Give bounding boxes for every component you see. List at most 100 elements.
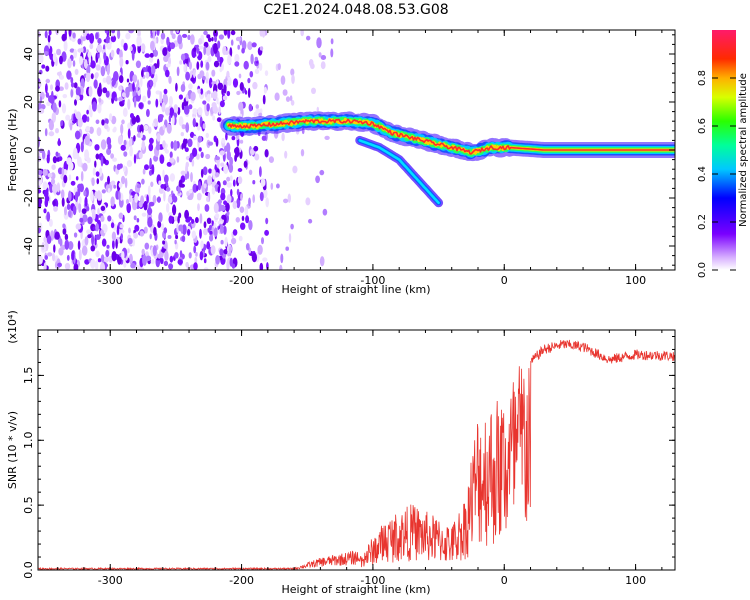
noise-blob xyxy=(127,248,130,254)
noise-blob xyxy=(226,176,231,182)
noise-blob xyxy=(221,88,224,96)
noise-blob xyxy=(133,154,137,164)
noise-blob xyxy=(75,86,81,97)
noise-blob xyxy=(300,149,305,157)
noise-blob xyxy=(98,97,102,103)
noise-blob xyxy=(96,44,103,53)
noise-blob xyxy=(61,166,65,176)
noise-blob xyxy=(137,30,141,38)
noise-blob xyxy=(178,94,183,100)
noise-blob xyxy=(121,119,125,125)
noise-blob xyxy=(153,226,157,236)
noise-blob xyxy=(116,163,122,170)
noise-blob xyxy=(264,149,269,158)
noise-blob xyxy=(184,209,190,220)
noise-blob xyxy=(118,190,121,201)
noise-blob xyxy=(168,263,174,270)
ridge-line xyxy=(227,118,675,155)
noise-blob xyxy=(142,168,146,175)
noise-blob xyxy=(82,162,88,172)
noise-blob xyxy=(163,227,168,234)
noise-blob xyxy=(239,206,245,213)
noise-blob xyxy=(100,229,104,236)
noise-blob xyxy=(225,202,230,212)
noise-blob xyxy=(237,44,240,50)
noise-blob xyxy=(203,258,207,264)
noise-blob xyxy=(159,154,165,164)
noise-blob xyxy=(183,64,186,73)
noise-blob xyxy=(147,100,151,105)
noise-blob xyxy=(243,60,249,70)
noise-blob xyxy=(197,107,203,116)
noise-blob xyxy=(86,229,92,235)
noise-blob xyxy=(290,223,294,230)
noise-blob xyxy=(252,81,258,90)
noise-blob xyxy=(127,128,131,139)
noise-blob xyxy=(265,217,269,225)
noise-blob xyxy=(135,83,139,92)
noise-blob xyxy=(78,202,82,213)
noise-blob xyxy=(61,197,65,207)
noise-blob xyxy=(118,182,123,189)
noise-blob xyxy=(185,122,190,133)
noise-blob xyxy=(116,225,120,236)
noise-blob xyxy=(81,245,88,256)
noise-blob xyxy=(60,189,65,199)
noise-blob xyxy=(232,179,236,187)
noise-blob xyxy=(168,75,172,84)
noise-blob xyxy=(66,254,70,261)
noise-blob xyxy=(52,252,55,262)
noise-blob xyxy=(261,237,264,245)
noise-blob xyxy=(125,87,130,98)
noise-blob xyxy=(38,156,42,162)
noise-blob xyxy=(270,182,274,190)
noise-blob xyxy=(141,248,145,256)
noise-blob xyxy=(330,48,334,58)
noise-blob xyxy=(202,166,208,176)
noise-blob xyxy=(64,82,69,90)
noise-blob xyxy=(190,34,195,45)
colorbar-tick-label: 0.0 xyxy=(697,262,708,278)
noise-blob xyxy=(151,164,155,175)
noise-blob xyxy=(51,164,56,170)
colorbar-tick-label: 0.4 xyxy=(697,166,708,182)
noise-blob xyxy=(205,71,209,79)
noise-blob xyxy=(129,45,133,52)
noise-blob xyxy=(300,30,304,37)
noise-blob xyxy=(197,203,200,212)
noise-blob xyxy=(107,143,112,150)
noise-blob xyxy=(70,77,74,84)
noise-blob xyxy=(207,37,212,43)
noise-blob xyxy=(188,189,193,194)
noise-blob xyxy=(193,69,196,79)
noise-blob xyxy=(241,47,245,54)
noise-blob xyxy=(316,37,322,49)
noise-blob xyxy=(280,253,284,264)
noise-blob xyxy=(56,182,61,193)
noise-blob xyxy=(221,214,227,220)
colorbar-tick-label: 0.2 xyxy=(697,214,708,230)
noise-blob xyxy=(265,197,270,208)
noise-blob xyxy=(110,180,116,186)
noise-blob xyxy=(106,64,111,76)
noise-blob xyxy=(215,213,220,219)
noise-blob xyxy=(305,197,311,206)
noise-blob xyxy=(90,60,96,69)
noise-blob xyxy=(238,73,242,79)
noise-blob xyxy=(319,256,325,267)
noise-blob xyxy=(196,185,199,192)
noise-blob xyxy=(134,193,139,203)
noise-blob xyxy=(235,36,242,42)
noise-blob xyxy=(203,45,207,56)
noise-blob xyxy=(73,113,76,125)
noise-blob xyxy=(58,156,63,162)
noise-blob xyxy=(72,32,76,39)
noise-blob xyxy=(111,80,115,87)
noise-blob xyxy=(161,102,166,113)
noise-blob xyxy=(222,95,228,101)
noise-blob xyxy=(73,82,78,89)
noise-blob xyxy=(77,183,83,190)
noise-blob xyxy=(289,95,293,102)
x-tick-label: -100 xyxy=(360,574,385,587)
noise-blob xyxy=(141,212,147,217)
